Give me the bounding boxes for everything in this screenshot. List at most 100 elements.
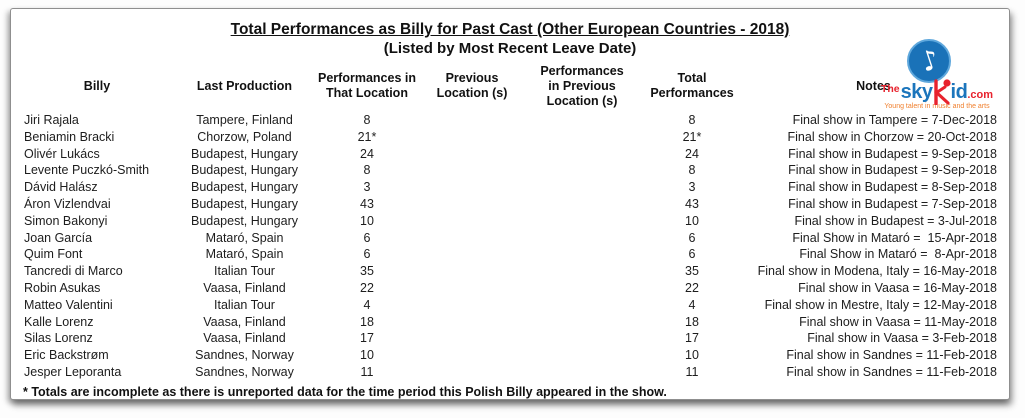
cell-previous-location [422, 196, 522, 213]
cell-total-performances: 17 [685, 331, 699, 346]
cell-notes: Final show in Modena, Italy = 16-May-201… [757, 264, 997, 279]
cell-previous-location [422, 179, 522, 196]
cell-total-performances: 3 [688, 180, 696, 195]
cell-billy: Quim Font [24, 247, 83, 262]
cell-performances-in-that-location: 21* [357, 129, 377, 144]
skykid-logo[interactable]: ♪ The sky id .com Young talent in music an… [871, 39, 1003, 111]
cell-performances-in-previous-location [522, 179, 642, 196]
cell-total-performances: 43 [685, 196, 699, 211]
page-title: Total Performances as Billy for Past Cas… [230, 21, 790, 38]
cell-performances-in-that-location: 6 [363, 247, 371, 262]
cell-performances-in-that-location: 3 [363, 180, 371, 195]
logo-wordmark: The sky id .com [871, 76, 1003, 105]
cell-performances-in-previous-location [522, 314, 642, 331]
cell-notes: Final show in Chorzow = 20-Oct-2018 [787, 129, 997, 144]
cell-performances-in-previous-location [522, 196, 642, 213]
cell-last-production: Budapest, Hungary [190, 163, 298, 178]
cell-billy: Matteo Valentini [24, 297, 113, 312]
cell-billy: Silas Lorenz [24, 331, 93, 346]
cell-notes: Final Show in Mataró = 8-Apr-2018 [799, 247, 997, 262]
logo-tagline: Young talent in music and the arts [884, 103, 990, 110]
cell-last-production: Budapest, Hungary [190, 196, 298, 211]
cell-total-performances: 4 [688, 297, 696, 312]
cell-total-performances: 24 [685, 146, 699, 161]
cell-notes: Final show in Sandnes = 11-Feb-2018 [786, 364, 997, 379]
table-row: Silas Lorenz Vaasa, Finland 17 17 Final show… [17, 330, 1005, 347]
performances-table: Billy Last Production Performances in That… [17, 60, 1005, 381]
table-row: Olivér Lukács Budapest, Hungary 24 24 Final … [17, 146, 1005, 163]
cell-total-performances: 35 [685, 264, 699, 279]
cell-previous-location [422, 162, 522, 179]
cell-performances-in-previous-location [522, 347, 642, 364]
cell-performances-in-previous-location [522, 213, 642, 230]
cell-performances-in-that-location: 24 [360, 146, 374, 161]
cell-total-performances: 21* [682, 129, 702, 144]
cell-total-performances: 10 [685, 213, 699, 228]
cell-notes: Final Show in Mataró = 15-Apr-2018 [792, 230, 997, 245]
cell-billy: Joan García [24, 230, 93, 245]
cell-previous-location [422, 112, 522, 129]
cell-last-production: Mataró, Spain [205, 247, 284, 262]
cell-performances-in-that-location: 43 [360, 196, 374, 211]
column-header-last-production: Last Production [196, 78, 293, 93]
cell-last-production: Sandnes, Norway [195, 364, 294, 379]
cell-performances-in-previous-location [522, 146, 642, 163]
table-row: Eric Backstrøm Sandnes, Norway 10 10 Final s… [17, 347, 1005, 364]
cell-billy: Olivér Lukács [24, 146, 100, 161]
cell-performances-in-that-location: 4 [363, 297, 371, 312]
table-row: Joan García Mataró, Spain 6 6 Final Show in … [17, 230, 1005, 247]
cell-billy: Simon Bakonyi [24, 213, 108, 228]
table-row: Kalle Lorenz Vaasa, Finland 18 18 Final show… [17, 314, 1005, 331]
cell-performances-in-that-location: 17 [360, 331, 374, 346]
table-row: Levente Puczkó-Smith Budapest, Hungary 8 8 F… [17, 162, 1005, 179]
cell-billy: Robin Asukas [24, 280, 101, 295]
cell-billy: Kalle Lorenz [24, 314, 94, 329]
cell-notes: Final show in Budapest = 3-Jul-2018 [794, 213, 997, 228]
cell-performances-in-that-location: 6 [363, 230, 371, 245]
column-header-performances-in-that-location: Performances in That Location [318, 71, 416, 100]
cell-previous-location [422, 213, 522, 230]
cell-last-production: Italian Tour [214, 264, 275, 279]
cell-previous-location [422, 280, 522, 297]
table-body: Jiri Rajala Tampere, Finland 8 8 Final show … [17, 112, 1005, 381]
cell-total-performances: 22 [685, 280, 699, 295]
cell-notes: Final show in Vaasa = 3-Feb-2018 [807, 331, 997, 346]
cell-performances-in-that-location: 11 [360, 364, 374, 379]
cell-performances-in-previous-location [522, 162, 642, 179]
cell-total-performances: 6 [688, 247, 696, 262]
column-header-billy: Billy [83, 78, 111, 93]
cell-last-production: Budapest, Hungary [190, 146, 298, 161]
table-row: Dávid Halász Budapest, Hungary 3 3 Final sho… [17, 179, 1005, 196]
cell-last-production: Italian Tour [214, 297, 275, 312]
table-row: Quim Font Mataró, Spain 6 6 Final Show in Ma… [17, 246, 1005, 263]
cell-previous-location [422, 364, 522, 381]
cell-performances-in-previous-location [522, 112, 642, 129]
cell-last-production: Budapest, Hungary [190, 213, 298, 228]
cell-last-production: Tampere, Finland [196, 113, 293, 127]
cell-billy: Dávid Halász [24, 180, 98, 195]
cell-total-performances: 8 [688, 163, 696, 178]
cell-total-performances: 8 [688, 113, 696, 127]
cell-performances-in-that-location: 8 [363, 163, 371, 178]
cell-performances-in-that-location: 10 [360, 348, 374, 363]
cell-notes: Final show in Vaasa = 11-May-2018 [799, 314, 997, 329]
logo-id: id [950, 81, 968, 103]
logo-the: The [880, 82, 900, 95]
cell-billy: Jesper Leporanta [24, 364, 122, 379]
cell-performances-in-that-location: 22 [360, 280, 374, 295]
cell-last-production: Vaasa, Finland [203, 280, 286, 295]
cell-total-performances: 6 [688, 230, 696, 245]
cell-notes: Final show in Budapest = 7-Sep-2018 [788, 196, 997, 211]
cell-performances-in-previous-location [522, 230, 642, 247]
column-header-previous-location: Previous Location (s) [436, 71, 508, 100]
column-header-performances-in-previous-location: Performances in Previous Location (s) [540, 63, 624, 108]
table-row: Beniamin Bracki Chorzow, Poland 21* 21* Fina… [17, 129, 1005, 146]
cell-previous-location [422, 347, 522, 364]
cell-performances-in-previous-location [522, 129, 642, 146]
cell-previous-location [422, 263, 522, 280]
table-row: Simon Bakonyi Budapest, Hungary 10 10 Final … [17, 213, 1005, 230]
cell-last-production: Vaasa, Finland [203, 331, 286, 346]
cell-last-production: Vaasa, Finland [203, 314, 286, 329]
table-row: Jesper Leporanta Sandnes, Norway 11 11 Final… [17, 364, 1005, 381]
table-row: Tancredi di Marco Italian Tour 35 35 Final s… [17, 263, 1005, 280]
